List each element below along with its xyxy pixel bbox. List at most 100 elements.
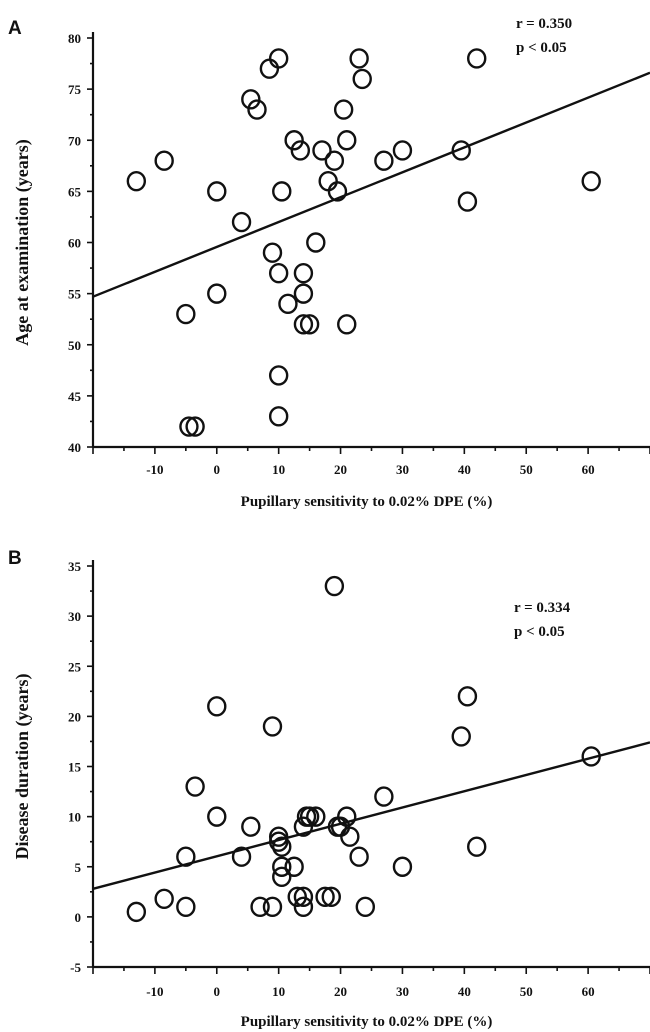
- data-point: [259, 58, 280, 79]
- x-axis-title: Pupillary sensitivity to 0.02% DPE (%): [241, 494, 493, 510]
- data-point: [333, 99, 354, 120]
- data-point: [154, 888, 174, 910]
- y-tick-label: 55: [68, 287, 82, 302]
- data-point: [337, 806, 357, 827]
- y-tick-label: -5: [70, 960, 81, 975]
- data-point: [318, 170, 338, 192]
- data-point: [312, 140, 332, 161]
- y-axis-title: Disease duration (years): [12, 674, 33, 860]
- panel-a: A 40 45 50 55 60 65 70 75 80 -10 0 10 20 30 40 50 60 Pupil…: [8, 16, 650, 510]
- y-tick-label: 65: [68, 184, 82, 199]
- y-tick-label: 45: [68, 389, 82, 404]
- data-point: [284, 130, 304, 151]
- x-tick-label: 20: [334, 984, 347, 999]
- y-tick-label: 60: [68, 236, 81, 251]
- data-point: [126, 170, 147, 192]
- data-point: [321, 886, 341, 908]
- data-point: [293, 816, 314, 837]
- y-tick-label: 30: [68, 609, 81, 624]
- data-point: [207, 283, 227, 304]
- x-tick-label: 10: [272, 462, 285, 477]
- data-point: [340, 826, 360, 847]
- data-point: [268, 831, 289, 852]
- data-point: [327, 181, 348, 202]
- p-value-label: p < 0.05: [514, 624, 565, 640]
- data-point: [241, 816, 261, 837]
- data-point: [293, 886, 314, 908]
- x-tick-label: 0: [214, 462, 221, 477]
- data-point: [299, 806, 320, 827]
- data-point: [451, 140, 471, 161]
- data-point: [374, 150, 394, 171]
- x-tick-label: 10: [272, 984, 285, 999]
- data-point: [467, 48, 487, 69]
- x-tick-label: -10: [146, 984, 163, 999]
- x-tick-label: 40: [458, 984, 471, 999]
- panel-b: B -5 0 5 10 15 20 25 30 35 -10 0 10 20 30 40 50 60 Pupilla…: [8, 548, 650, 1030]
- y-tick-label: 15: [68, 760, 82, 775]
- data-point: [349, 48, 369, 69]
- data-point: [293, 896, 314, 918]
- data-point: [185, 776, 205, 797]
- data-point: [241, 89, 261, 110]
- data-point: [272, 866, 292, 887]
- data-point: [272, 856, 292, 877]
- data-point: [451, 726, 471, 747]
- y-tick-label: 10: [68, 810, 81, 825]
- panel-letter: A: [8, 18, 22, 39]
- y-tick-label: 50: [68, 338, 81, 353]
- data-point: [467, 836, 487, 857]
- data-point: [262, 896, 283, 918]
- x-tick-label: 40: [458, 462, 471, 477]
- x-axis-title: Pupillary sensitivity to 0.02% DPE (%): [241, 1014, 493, 1030]
- y-tick-label: 20: [68, 709, 81, 724]
- regression-line: [92, 71, 650, 298]
- data-point: [355, 896, 376, 918]
- data-point: [176, 303, 196, 325]
- data-point: [278, 293, 298, 315]
- data-point: [392, 856, 413, 877]
- data-point: [290, 140, 311, 161]
- y-tick-label: 80: [68, 31, 81, 46]
- data-point: [581, 746, 601, 767]
- regression-line: [92, 741, 650, 890]
- data-point: [231, 846, 252, 867]
- y-tick-label: 35: [68, 559, 82, 574]
- data-point: [262, 242, 283, 263]
- data-point: [272, 181, 292, 202]
- data-point: [457, 686, 478, 707]
- x-tick-label: -10: [146, 462, 163, 477]
- data-point: [374, 786, 394, 807]
- data-point: [268, 262, 289, 284]
- data-point: [284, 856, 304, 877]
- x-tick-label: 60: [582, 462, 595, 477]
- data-point: [176, 896, 196, 918]
- y-tick-label: 75: [68, 82, 82, 97]
- correlation-r-label: r = 0.350: [516, 16, 572, 32]
- data-point: [337, 314, 357, 335]
- panel-letter: B: [8, 548, 22, 569]
- data-point: [207, 181, 227, 202]
- data-point: [268, 48, 289, 69]
- data-point: [268, 826, 289, 847]
- data-point: [324, 150, 345, 171]
- data-point: [293, 314, 314, 335]
- data-point: [581, 170, 601, 192]
- data-point: [306, 232, 326, 253]
- data-point: [176, 846, 196, 867]
- data-point: [179, 416, 199, 437]
- data-point: [352, 68, 372, 90]
- data-point: [207, 696, 227, 717]
- data-point: [268, 406, 289, 427]
- x-tick-label: 30: [396, 984, 409, 999]
- y-tick-label: 5: [75, 860, 82, 875]
- data-point: [349, 846, 369, 867]
- data-point: [315, 886, 335, 908]
- x-tick-label: 50: [520, 984, 533, 999]
- y-tick-label: 40: [68, 440, 81, 455]
- data-point: [306, 806, 326, 827]
- y-tick-label: 25: [68, 659, 82, 674]
- data-point: [185, 416, 205, 437]
- data-point: [268, 365, 289, 386]
- y-tick-label: 0: [75, 910, 82, 925]
